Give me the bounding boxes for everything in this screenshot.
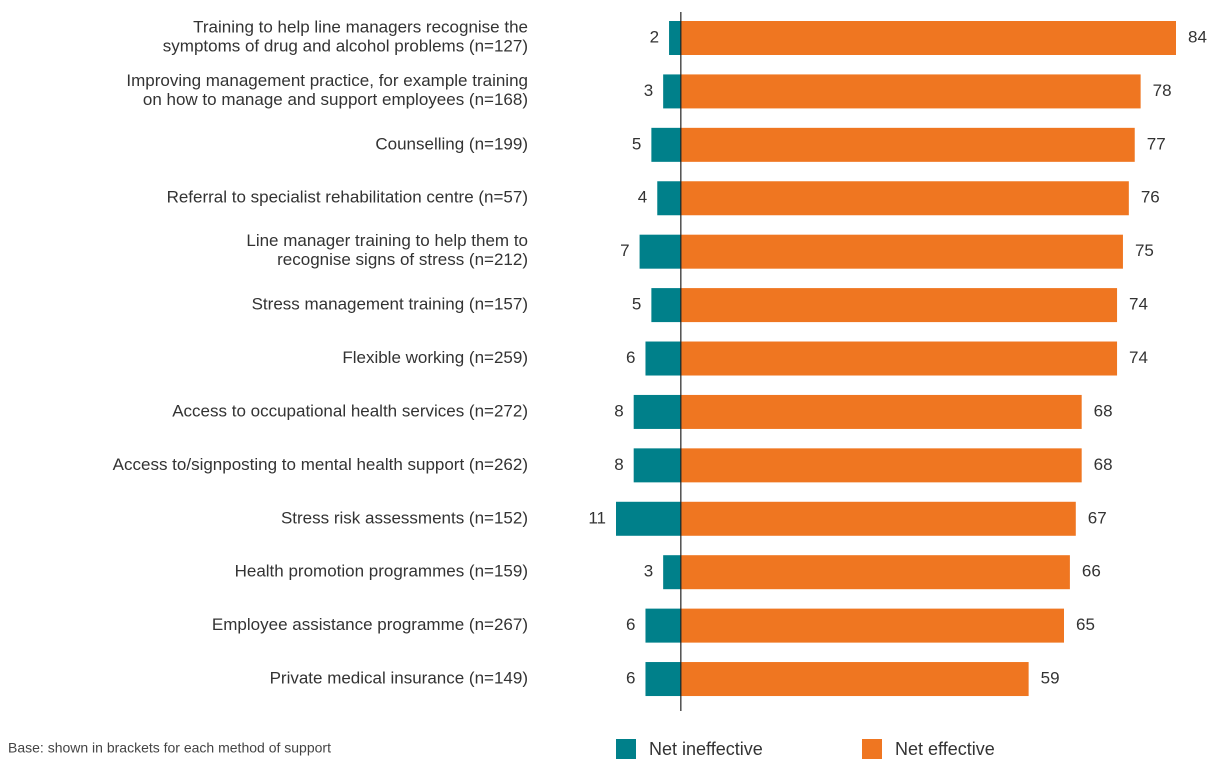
value-label: 7 <box>620 241 629 260</box>
legend-swatch <box>862 739 882 759</box>
category-label: Employee assistance programme (n=267) <box>212 615 528 634</box>
bar <box>680 288 1118 323</box>
value-label: 77 <box>1147 134 1166 153</box>
value-label: 65 <box>1076 615 1095 634</box>
value-label: 75 <box>1135 241 1154 260</box>
bar <box>680 341 1118 376</box>
bar <box>680 394 1082 429</box>
bar <box>651 288 681 323</box>
bar <box>616 501 681 536</box>
bar <box>680 181 1129 216</box>
value-label: 6 <box>626 348 635 367</box>
bar <box>645 608 681 643</box>
bar <box>669 21 681 55</box>
category-label: Private medical insurance (n=149) <box>270 669 528 688</box>
category-label: Access to/signposting to mental health s… <box>113 455 528 474</box>
bar <box>657 181 681 216</box>
value-label: 5 <box>632 134 641 153</box>
bar <box>680 74 1141 109</box>
bar <box>651 127 681 162</box>
value-label: 6 <box>626 669 635 688</box>
category-label: Line manager training to help them to rec… <box>246 232 528 270</box>
bar <box>663 555 681 590</box>
category-label: Stress management training (n=157) <box>252 295 528 314</box>
value-label: 3 <box>644 81 653 100</box>
bar <box>680 234 1123 269</box>
value-label: 2 <box>650 27 659 46</box>
bar <box>645 662 681 697</box>
value-label: 74 <box>1129 295 1148 314</box>
bar <box>633 394 681 429</box>
category-label: Counselling (n=199) <box>375 134 528 153</box>
value-label: 59 <box>1041 669 1060 688</box>
category-label: Training to help line managers recognise… <box>163 18 528 56</box>
bar <box>680 448 1082 483</box>
category-label: Access to occupational health services (… <box>172 401 528 420</box>
value-label: 4 <box>638 188 647 207</box>
value-label: 67 <box>1088 508 1107 527</box>
bar <box>663 74 681 109</box>
value-label: 5 <box>632 295 641 314</box>
category-label: Health promotion programmes (n=159) <box>235 562 528 581</box>
value-label: 3 <box>644 562 653 581</box>
bar <box>680 662 1029 697</box>
value-label: 68 <box>1094 401 1113 420</box>
category-label: Referral to specialist rehabilitation ce… <box>167 188 528 207</box>
note: Base: shown in brackets for each method … <box>8 740 331 756</box>
value-label: 74 <box>1129 348 1148 367</box>
value-label: 6 <box>626 615 635 634</box>
bar <box>680 555 1070 590</box>
value-label: 78 <box>1153 81 1172 100</box>
value-label: 68 <box>1094 455 1113 474</box>
bar <box>680 21 1176 55</box>
value-label: 66 <box>1082 562 1101 581</box>
value-label: 8 <box>614 455 623 474</box>
bar <box>645 341 681 376</box>
legend-swatch <box>616 739 636 759</box>
category-label: Flexible working (n=259) <box>342 348 528 367</box>
category-label: Stress risk assessments (n=152) <box>281 508 528 527</box>
bar <box>639 234 681 269</box>
bar <box>633 448 681 483</box>
bar <box>680 501 1076 536</box>
value-label: 76 <box>1141 188 1160 207</box>
value-label: 8 <box>614 401 623 420</box>
value-label: 84 <box>1188 27 1207 46</box>
category-label: Improving management practice, for examp… <box>126 71 528 109</box>
legend-label: Net ineffective <box>649 739 763 759</box>
bar <box>680 608 1064 643</box>
bar <box>680 127 1135 162</box>
value-label: 11 <box>588 508 606 527</box>
legend-label: Net effective <box>895 739 995 759</box>
